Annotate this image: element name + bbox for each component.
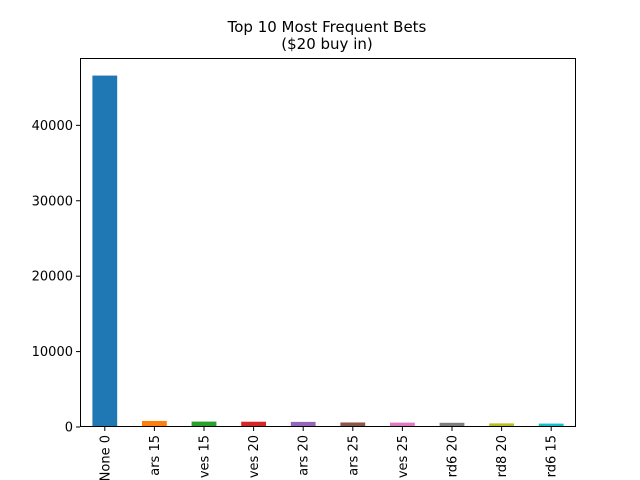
bar-0 [92, 75, 118, 428]
y-tick-label: 30000 [32, 194, 73, 209]
bar-8 [489, 423, 514, 427]
y-tick-label: 40000 [32, 119, 73, 134]
bar-7 [439, 422, 465, 427]
x-tick-label: rd6 20 [446, 435, 461, 477]
chart-title: Top 10 Most Frequent Bets [227, 18, 427, 36]
bar-3 [241, 421, 266, 427]
bars-group [92, 75, 564, 428]
x-tick-label: ves 25 [396, 435, 411, 478]
x-tick-label: None 0 [98, 435, 113, 480]
y-axis: 0 10000 20000 30000 40000 [32, 119, 80, 436]
bar-1 [142, 420, 167, 427]
x-axis: None 0 ars 15 ves 15 ves 20 ars 20 ars 25 ves … [98, 427, 560, 480]
bar-5 [340, 422, 366, 427]
chart-title-group: Top 10 Most Frequent Bets ($20 buy in) [227, 18, 427, 53]
x-tick-label: ars 15 [148, 435, 163, 476]
bar-6 [390, 422, 415, 427]
chart-subtitle: ($20 buy in) [281, 35, 372, 53]
y-tick-label: 20000 [32, 270, 73, 285]
y-tick-label: 0 [65, 421, 73, 436]
x-tick-label: rd8 20 [495, 435, 510, 477]
bar-4 [290, 421, 316, 427]
x-tick-label: ars 20 [297, 435, 312, 476]
x-tick-label: rd6 15 [545, 435, 560, 477]
bar-9 [538, 423, 564, 427]
x-tick-label: ves 15 [198, 435, 213, 478]
x-tick-label: ves 20 [247, 435, 262, 478]
bar-2 [191, 421, 217, 427]
x-tick-label: ars 25 [346, 435, 361, 476]
plot-frame [80, 58, 576, 427]
y-tick-label: 10000 [32, 345, 73, 360]
